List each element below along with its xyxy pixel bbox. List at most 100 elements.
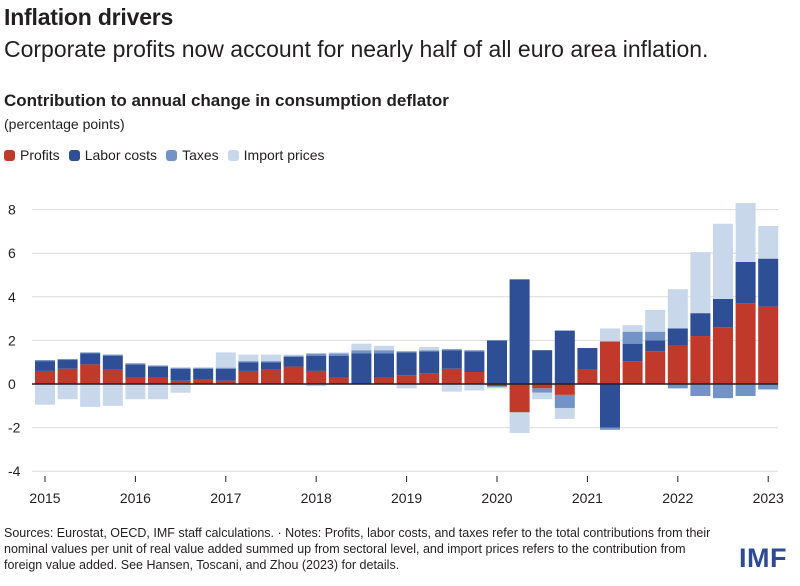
bar-labor-2016Q4 xyxy=(193,368,214,380)
bar-taxes-2022Q3 xyxy=(713,384,733,399)
footer-notes: Sources: Eurostat, OECD, IMF staff calcu… xyxy=(4,526,711,572)
bar-labor-2015Q4 xyxy=(102,355,123,370)
bar-imports-2022Q4 xyxy=(735,203,756,262)
bar-imports-2017Q4 xyxy=(283,354,304,356)
bar-taxes-2018Q1 xyxy=(306,353,327,356)
bar-labor-2018Q2 xyxy=(328,355,349,378)
bar-imports-2022Q2 xyxy=(690,252,711,314)
bar-taxes-2018Q4 xyxy=(374,350,394,354)
bar-labor-2016Q2 xyxy=(148,366,168,378)
bar-taxes-2015Q2 xyxy=(57,358,78,361)
bar-taxes-2020Q4 xyxy=(554,394,575,408)
bar-profits-2019Q2 xyxy=(419,373,440,384)
bar-labor-2020Q3 xyxy=(532,350,553,384)
legend-item-profits: Profits xyxy=(4,147,60,163)
bar-imports-2015Q2 xyxy=(57,384,78,400)
bar-imports-2016Q3 xyxy=(170,384,191,393)
x-tick-label: 2019 xyxy=(391,490,422,506)
stacked-bar-chart: 8 6 4 2 0 -2 -4 2015 2016 2017 2018 2019 2020 2021 202… xyxy=(8,202,784,506)
bar-labor-2020Q4 xyxy=(554,330,575,384)
bar-taxes-2018Q2 xyxy=(328,353,349,356)
bar-imports-2018Q3 xyxy=(351,343,372,351)
bar-imports-2020Q3 xyxy=(532,392,553,400)
legend-item-imports: Import prices xyxy=(227,147,325,163)
bar-labor-2018Q1 xyxy=(306,355,327,371)
bar-taxes-2017Q3 xyxy=(261,361,281,363)
bar-labor-2018Q4 xyxy=(374,353,394,378)
bar-imports-2016Q1 xyxy=(125,384,146,400)
bar-profits-2021Q3 xyxy=(622,361,643,384)
bar-profits-2020Q1 xyxy=(487,384,507,387)
bar-labor-2017Q2 xyxy=(238,362,259,371)
bar-taxes-2023Q1 xyxy=(758,384,779,390)
bar-labor-2019Q1 xyxy=(396,352,417,376)
bar-labor-2021Q1 xyxy=(577,348,598,370)
legend-label-imports: Import prices xyxy=(243,147,325,163)
bar-profits-2016Q2 xyxy=(148,377,168,384)
bar-taxes-2022Q4 xyxy=(735,384,756,396)
imf-logo: IMF xyxy=(739,543,787,573)
page-title: Inflation drivers xyxy=(4,4,174,30)
bar-imports-2021Q2 xyxy=(600,328,620,342)
legend-swatch-labor xyxy=(68,149,80,161)
bar-taxes-2021Q4 xyxy=(645,331,666,341)
bar-imports-2021Q4 xyxy=(645,309,666,332)
bar-labor-2021Q4 xyxy=(645,340,666,352)
legend-swatch-imports xyxy=(227,149,239,161)
x-tick-label: 2018 xyxy=(301,490,332,506)
bar-profits-2022Q1 xyxy=(667,345,688,384)
bar-imports-2019Q3 xyxy=(441,384,462,392)
bar-taxes-2022Q2 xyxy=(690,384,711,396)
bar-imports-2020Q2 xyxy=(509,412,530,434)
bar-labor-2015Q3 xyxy=(80,353,101,365)
bar-profits-2015Q1 xyxy=(35,370,55,384)
bar-profits-2020Q2 xyxy=(509,384,530,413)
bar-labor-2016Q1 xyxy=(125,364,146,378)
bar-profits-2019Q1 xyxy=(396,375,417,384)
bar-taxes-2019Q3 xyxy=(441,349,462,351)
chart-title: Contribution to annual change in consump… xyxy=(4,91,449,110)
bar-labor-2021Q3 xyxy=(622,343,643,362)
bar-taxes-2016Q4 xyxy=(193,367,214,369)
bar-imports-2019Q4 xyxy=(464,384,485,391)
bar-profits-2023Q1 xyxy=(758,306,779,384)
bar-imports-2018Q4 xyxy=(374,345,394,351)
bar-profits-2015Q2 xyxy=(57,368,78,384)
chart-legend: Profits Labor costs Taxes Import prices xyxy=(4,147,334,163)
x-tick-label: 2015 xyxy=(29,490,60,506)
legend-label-profits: Profits xyxy=(20,147,60,163)
bar-imports-2017Q2 xyxy=(238,354,259,362)
y-tick-label: 2 xyxy=(8,332,16,348)
bar-profits-2015Q4 xyxy=(102,369,123,384)
bar-imports-2022Q3 xyxy=(713,223,733,299)
bar-profits-2016Q1 xyxy=(125,377,146,384)
bar-profits-2017Q4 xyxy=(283,366,304,384)
y-tick-label: 4 xyxy=(8,289,16,305)
x-tick-label: 2017 xyxy=(210,490,241,506)
bar-profits-2022Q3 xyxy=(713,327,733,384)
bar-taxes-2016Q3 xyxy=(170,367,191,369)
bar-labor-2021Q2 xyxy=(600,384,620,428)
bar-profits-2021Q1 xyxy=(577,369,598,384)
bar-profits-2020Q3 xyxy=(532,384,553,389)
bar-imports-2017Q3 xyxy=(261,354,281,362)
bar-taxes-2019Q1 xyxy=(396,351,417,353)
y-tick-label: 6 xyxy=(8,245,16,261)
bar-profits-2018Q2 xyxy=(328,377,349,384)
bar-taxes-2016Q2 xyxy=(148,365,168,367)
bar-profits-2022Q4 xyxy=(735,303,756,384)
bar-profits-2019Q4 xyxy=(464,372,485,384)
bar-taxes-2016Q1 xyxy=(125,363,146,365)
bar-profits-2016Q4 xyxy=(193,379,214,384)
legend-item-labor: Labor costs xyxy=(68,147,157,163)
bar-imports-2019Q2 xyxy=(419,346,440,351)
bar-labor-2017Q1 xyxy=(215,368,236,381)
x-tick-label: 2023 xyxy=(753,490,784,506)
x-tick-label: 2021 xyxy=(572,490,603,506)
bar-taxes-2022Q1 xyxy=(667,384,688,389)
bar-profits-2018Q4 xyxy=(374,377,394,384)
bar-profits-2019Q3 xyxy=(441,368,462,384)
bar-labor-2022Q1 xyxy=(667,328,688,346)
bar-taxes-2021Q3 xyxy=(622,331,643,344)
bar-taxes-2020Q1 xyxy=(487,386,507,388)
